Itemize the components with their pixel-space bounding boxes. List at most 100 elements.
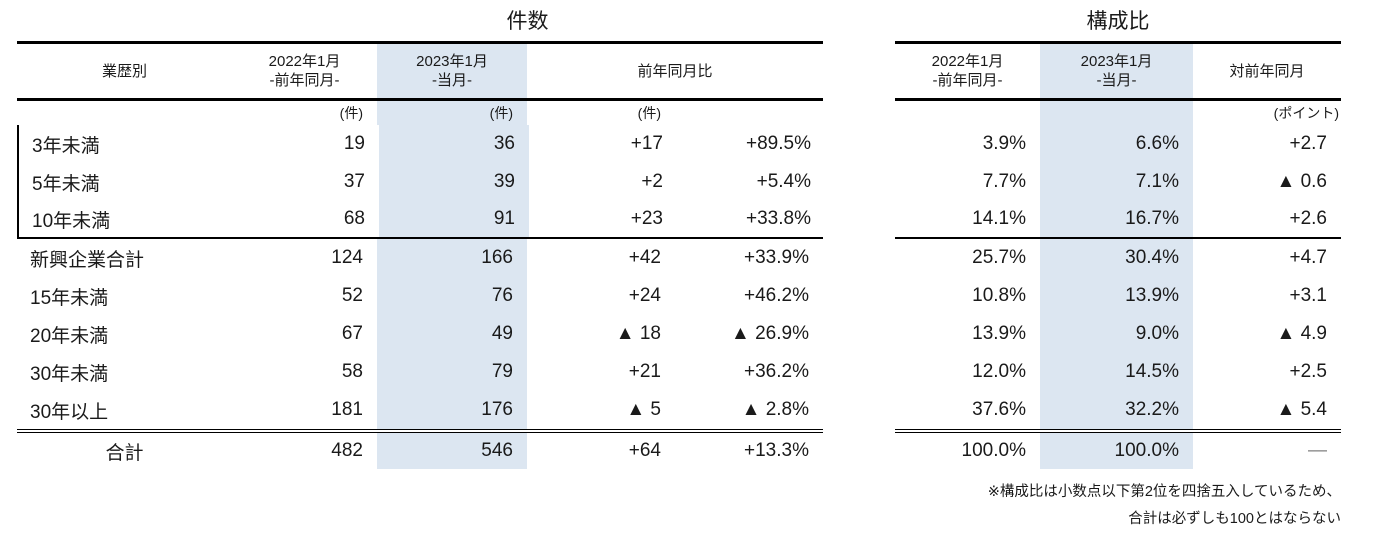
row-value-2022: 124 bbox=[331, 247, 363, 268]
kensuu-unit-2023: (件) bbox=[377, 101, 527, 125]
kouseihi-col-header-2023-line1: 2023年1月 bbox=[1080, 53, 1153, 70]
row-value-2022: 37 bbox=[343, 171, 365, 192]
kensuu-table-row: 30年未満 58 79 +21 +36.2% bbox=[17, 353, 823, 391]
kensuu-units-spacer-2 bbox=[675, 101, 823, 125]
row-label: 10年未満 bbox=[32, 210, 111, 232]
kouseihi-table-row: 10.8% 13.9% +3.1 bbox=[895, 277, 1341, 315]
row-value-diff: +21 bbox=[628, 361, 661, 382]
kouseihi-table-row: 13.9% 9.0% ▲ 4.9 bbox=[895, 315, 1341, 353]
kouseihi-table-row: 12.0% 14.5% +2.5 bbox=[895, 353, 1341, 391]
row-value-2022: 25.7% bbox=[972, 247, 1026, 268]
kensuu-total-diff: +64 bbox=[628, 440, 661, 461]
kensuu-total-row: 合計 482 546 +64 +13.3% bbox=[17, 429, 823, 469]
row-label: 新興企業合計 bbox=[30, 249, 145, 271]
row-value-2023: 166 bbox=[377, 239, 527, 277]
row-value-change: +2.5 bbox=[1289, 361, 1327, 382]
row-label: 15年未満 bbox=[30, 287, 109, 309]
kouseihi-table-body: 3.9% 6.6% +2.7 7.7% 7.1% ▲ 0.6 14.1% 16.… bbox=[895, 125, 1341, 429]
kouseihi-table-title: 構成比 bbox=[1086, 10, 1150, 33]
rounding-footnote: ※構成比は小数点以下第2位を四捨五入しているため、 合計は必ずしも100とはなら… bbox=[988, 479, 1341, 533]
row-value-2023: 13.9% bbox=[1040, 277, 1193, 315]
row-value-change: +2.6 bbox=[1289, 208, 1327, 229]
kensuu-table: 件数 業歴別 2022年1月 -前年同月- 2023年1月 -当月- 前年同月比… bbox=[17, 6, 823, 469]
row-value-2023: 76 bbox=[377, 277, 527, 315]
kensuu-col-header-yoy: 前年同月比 bbox=[637, 62, 713, 80]
kouseihi-col-header-2023: 2023年1月 -当月- bbox=[1040, 44, 1193, 98]
row-value-change: +3.1 bbox=[1289, 285, 1327, 306]
row-value-change: +2.7 bbox=[1289, 133, 1327, 154]
row-value-2022: 19 bbox=[343, 133, 365, 154]
row-value-diff: +17 bbox=[630, 133, 663, 154]
kensuu-col-header-2022: 2022年1月 -前年同月- bbox=[232, 44, 377, 98]
row-value-change: ▲ 4.9 bbox=[1276, 323, 1328, 344]
row-value-2022: 52 bbox=[341, 285, 363, 306]
row-value-2022: 13.9% bbox=[972, 323, 1026, 344]
row-value-2023: 176 bbox=[377, 391, 527, 429]
row-value-2022: 3.9% bbox=[982, 133, 1026, 154]
row-value-change: ▲ 5.4 bbox=[1276, 399, 1328, 420]
row-value-change: +4.7 bbox=[1289, 247, 1327, 268]
row-value-2023: 30.4% bbox=[1040, 239, 1193, 277]
kouseihi-col-header-change: 対前年同月 bbox=[1229, 62, 1305, 80]
row-value-2023: 14.5% bbox=[1040, 353, 1193, 391]
kouseihi-col-header-2022-line2: -前年同月- bbox=[932, 72, 1003, 89]
row-value-2022: 181 bbox=[331, 399, 363, 420]
row-value-2022: 10.8% bbox=[972, 285, 1026, 306]
kouseihi-table-row: 37.6% 32.2% ▲ 5.4 bbox=[895, 391, 1341, 429]
kouseihi-table-row: 25.7% 30.4% +4.7 bbox=[895, 239, 1341, 277]
row-value-pct: +46.2% bbox=[744, 285, 809, 306]
row-value-diff: +23 bbox=[630, 208, 663, 229]
kensuu-table-body: 3年未満 19 36 +17 +89.5% 5年未満 37 39 +2 +5.4… bbox=[17, 125, 823, 429]
row-value-diff: ▲ 18 bbox=[615, 323, 661, 344]
kouseihi-total-change: ― bbox=[1308, 440, 1327, 461]
kensuu-col-header-2022-line1: 2022年1月 bbox=[268, 53, 341, 70]
row-label: 5年未満 bbox=[32, 173, 100, 195]
rounding-footnote-line1: ※構成比は小数点以下第2位を四捨五入しているため、 bbox=[987, 484, 1341, 500]
kouseihi-table-row: 3.9% 6.6% +2.7 bbox=[895, 125, 1341, 163]
row-value-pct: +36.2% bbox=[744, 361, 809, 382]
kensuu-col-header-business-age: 業歴別 bbox=[101, 62, 147, 80]
kouseihi-units-spacer bbox=[895, 101, 1040, 125]
kensuu-unit-2022: (件) bbox=[339, 105, 363, 121]
kouseihi-table-row: 7.7% 7.1% ▲ 0.6 bbox=[895, 163, 1341, 201]
kensuu-table-row: 30年以上 181 176 ▲ 5 ▲ 2.8% bbox=[17, 391, 823, 429]
row-value-diff: +2 bbox=[641, 171, 663, 192]
kouseihi-col-header-2023-line2: -当月- bbox=[1096, 72, 1137, 89]
row-value-2023: 32.2% bbox=[1040, 391, 1193, 429]
kouseihi-total-row: 100.0% 100.0% ― bbox=[895, 429, 1341, 469]
kensuu-units-spacer bbox=[17, 101, 232, 125]
row-value-diff: +42 bbox=[628, 247, 661, 268]
kensuu-table-row: 3年未満 19 36 +17 +89.5% bbox=[17, 125, 823, 163]
kensuu-unit-diff: (件) bbox=[637, 105, 661, 121]
kensuu-col-header-2022-line2: -前年同月- bbox=[269, 72, 340, 89]
kensuu-table-row: 15年未満 52 76 +24 +46.2% bbox=[17, 277, 823, 315]
row-value-2023: 49 bbox=[377, 315, 527, 353]
row-value-diff: ▲ 5 bbox=[626, 399, 661, 420]
kouseihi-units-row: (ポイント) bbox=[895, 101, 1341, 125]
row-value-2023: 91 bbox=[379, 201, 529, 237]
kouseihi-total-2023: 100.0% bbox=[1040, 433, 1193, 469]
kensuu-header-row: 業歴別 2022年1月 -前年同月- 2023年1月 -当月- 前年同月比 bbox=[17, 41, 823, 101]
row-value-2022: 37.6% bbox=[972, 399, 1026, 420]
kensuu-col-header-2023-line1: 2023年1月 bbox=[416, 53, 488, 70]
row-value-2023: 16.7% bbox=[1040, 201, 1193, 237]
kouseihi-header-row: 2022年1月 -前年同月- 2023年1月 -当月- 対前年同月 bbox=[895, 41, 1341, 101]
row-value-2023: 79 bbox=[377, 353, 527, 391]
row-value-2022: 68 bbox=[343, 208, 365, 229]
row-label: 30年以上 bbox=[30, 401, 109, 423]
row-value-2022: 58 bbox=[341, 361, 363, 382]
row-value-2023: 6.6% bbox=[1040, 125, 1193, 163]
kensuu-col-header-2023: 2023年1月 -当月- bbox=[377, 44, 527, 98]
row-value-pct: +89.5% bbox=[746, 133, 811, 154]
kensuu-total-2023: 546 bbox=[377, 433, 527, 469]
kensuu-table-title: 件数 bbox=[506, 10, 549, 33]
kensuu-col-header-2023-line2: -当月- bbox=[432, 72, 472, 89]
row-value-2022: 67 bbox=[341, 323, 363, 344]
kensuu-total-2022: 482 bbox=[331, 440, 363, 461]
kensuu-units-row: (件) (件) (件) bbox=[17, 101, 823, 125]
kouseihi-total-2022: 100.0% bbox=[961, 440, 1026, 461]
row-label: 20年未満 bbox=[30, 325, 109, 347]
row-value-2022: 7.7% bbox=[982, 171, 1026, 192]
row-value-pct: ▲ 2.8% bbox=[741, 399, 809, 420]
